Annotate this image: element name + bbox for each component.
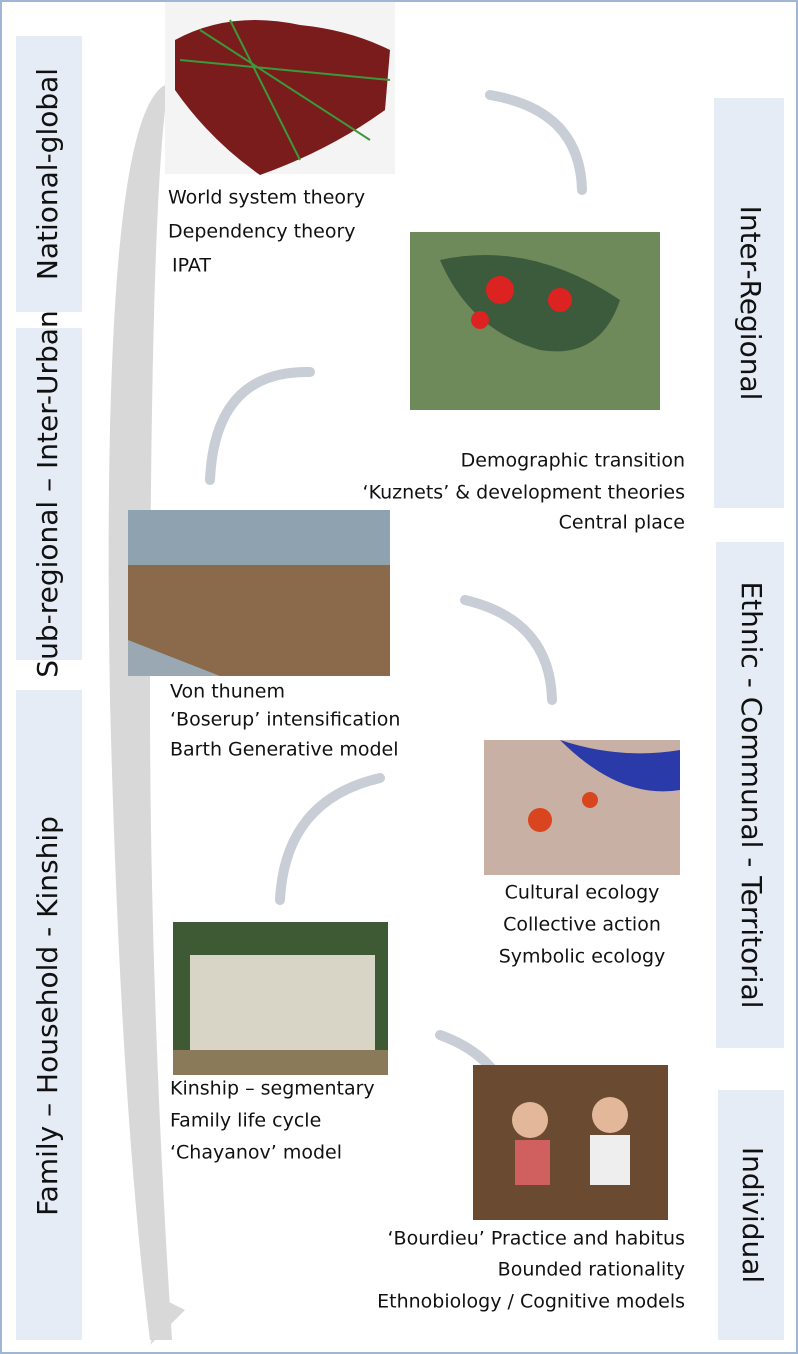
theory-label: ‘Bourdieu’ Practice and habitus xyxy=(388,1228,686,1250)
theory-label: Central place xyxy=(559,512,685,534)
scale-label: Ethnic - Communal - Territorial xyxy=(735,581,768,1008)
scale-label: Individual xyxy=(736,1147,769,1283)
scale-label: Inter-Regional xyxy=(734,206,767,401)
image-map xyxy=(484,740,680,875)
theory-label: Kinship – segmentary xyxy=(170,1078,375,1100)
theory-label: ‘Chayanov’ model xyxy=(170,1142,342,1164)
scale-label: Sub-regional – Inter-Urban xyxy=(31,310,64,677)
theory-label: Symbolic ecology xyxy=(499,946,666,968)
theory-label: Ethnobiology / Cognitive models xyxy=(377,1291,685,1313)
diagram: National-global Sub-regional – Inter-Urba… xyxy=(0,0,798,1354)
image-amazon xyxy=(410,232,660,410)
theory-label: Demographic transition xyxy=(461,450,685,472)
image-house xyxy=(173,922,388,1075)
image-people xyxy=(473,1065,668,1220)
image-city xyxy=(128,510,390,676)
theory-label: Cultural ecology xyxy=(505,882,660,904)
theory-label: Barth Generative model xyxy=(170,739,398,761)
theory-label: Collective action xyxy=(503,914,661,936)
theory-label: ‘Boserup’ intensification xyxy=(170,709,400,731)
theory-label: Von thunem xyxy=(170,681,285,703)
theory-label: Dependency theory xyxy=(168,221,356,243)
theory-label: Bounded rationality xyxy=(498,1259,685,1281)
theory-label: ‘Kuznets’ & development theories xyxy=(363,482,685,504)
theory-label: World system theory xyxy=(168,187,365,209)
theory-label: IPAT xyxy=(172,255,211,277)
image-world xyxy=(165,2,395,175)
theory-label: Family life cycle xyxy=(170,1110,321,1132)
scale-label: Family – Household - Kinship xyxy=(31,816,64,1216)
scale-label: National-global xyxy=(31,68,64,280)
